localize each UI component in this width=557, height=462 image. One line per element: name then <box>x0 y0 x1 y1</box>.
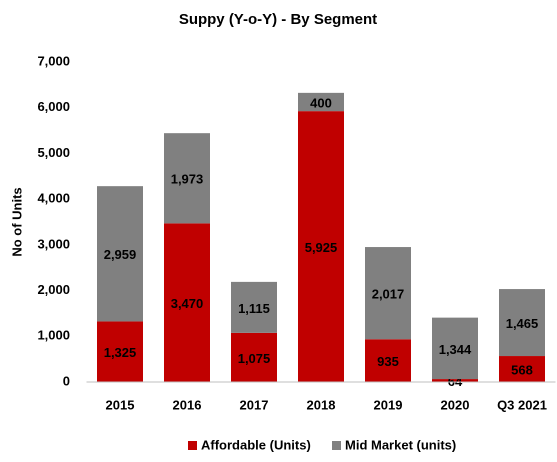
y-tick-label: 3,000 <box>37 236 70 251</box>
y-tick-label: 0 <box>63 373 70 388</box>
bar-segment <box>499 356 545 382</box>
bar-segment <box>499 289 545 357</box>
y-tick-label: 4,000 <box>37 191 70 206</box>
bar-segment <box>298 92 344 112</box>
data-label: 1,325 <box>104 345 137 360</box>
legend-swatch <box>332 441 341 450</box>
data-label: 3,470 <box>171 296 204 311</box>
y-tick-label: 6,000 <box>37 99 70 114</box>
data-label: 400 <box>310 95 332 110</box>
y-axis-label: No of Units <box>9 187 24 256</box>
y-tick-label: 1,000 <box>37 328 70 343</box>
bar-segment <box>97 321 143 382</box>
data-label: 2,959 <box>104 247 137 262</box>
x-tick-label: 2019 <box>374 397 403 412</box>
data-label: 1,465 <box>506 316 539 331</box>
bar-segment <box>164 223 210 382</box>
x-tick-label: 2020 <box>441 397 470 412</box>
y-tick-label: 5,000 <box>37 145 70 160</box>
data-label: 1,115 <box>238 301 270 316</box>
bar-segment <box>231 281 277 333</box>
bar-segment <box>97 186 143 322</box>
x-tick-label: 2018 <box>307 397 336 412</box>
data-label: 1,344 <box>439 342 472 357</box>
x-tick-label: 2016 <box>173 397 202 412</box>
x-tick-label: 2015 <box>106 397 135 412</box>
bar-segment <box>365 339 411 382</box>
bar-segment <box>432 379 478 382</box>
bar-segment <box>432 317 478 380</box>
bar-segment <box>164 133 210 224</box>
bar-segment <box>365 247 411 340</box>
legend-label: Affordable (Units) <box>201 437 311 452</box>
y-tick-label: 7,000 <box>37 53 70 68</box>
data-label: 5,925 <box>305 240 338 255</box>
data-label: 935 <box>377 354 399 369</box>
bar-segment <box>231 332 277 382</box>
data-label: 2,017 <box>372 287 405 302</box>
data-label: 568 <box>511 362 533 377</box>
legend-swatch <box>188 441 197 450</box>
data-label: 1,075 <box>238 351 271 366</box>
x-tick-label: 2017 <box>240 397 269 412</box>
x-tick-label: Q3 2021 <box>497 397 547 412</box>
legend-label: Mid Market (units) <box>345 437 456 452</box>
y-tick-label: 2,000 <box>37 282 70 297</box>
data-label: 1,973 <box>171 172 204 187</box>
bar-segment <box>298 111 344 383</box>
chart-title: Suppy (Y-o-Y) - By Segment <box>179 11 377 28</box>
